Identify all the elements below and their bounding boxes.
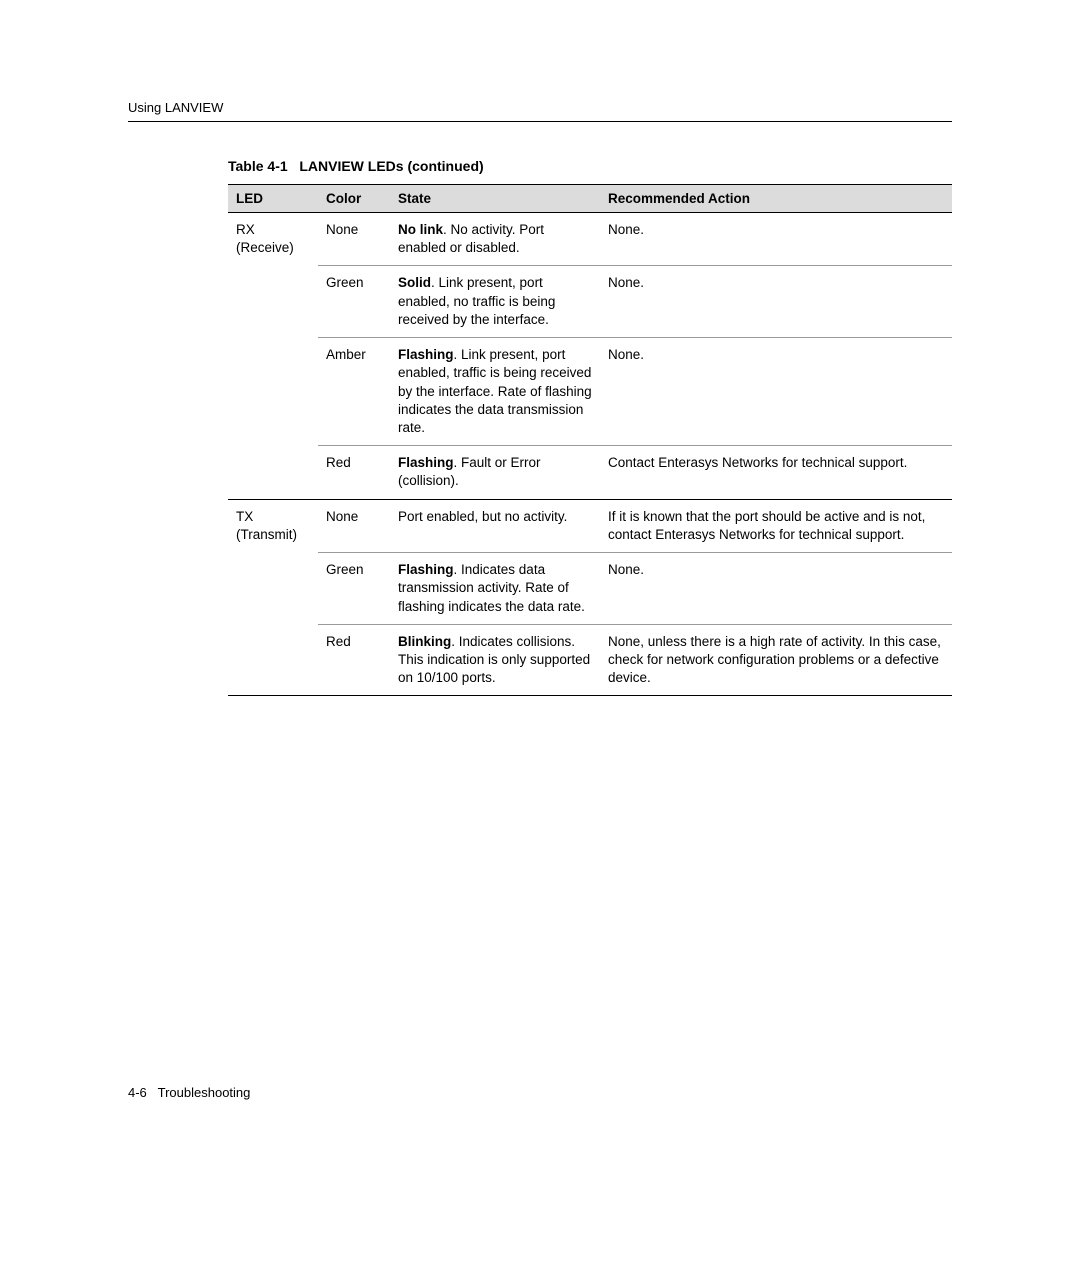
- cell-action: If it is known that the port should be a…: [600, 499, 952, 552]
- cell-led: RX (Receive): [228, 213, 318, 266]
- cell-action: None, unless there is a high rate of act…: [600, 624, 952, 696]
- table-header-row: LED Color State Recommended Action: [228, 185, 952, 213]
- col-header-action: Recommended Action: [600, 185, 952, 213]
- state-bold: No link: [398, 222, 443, 237]
- page-footer: 4-6 Troubleshooting: [128, 1085, 250, 1100]
- cell-state: Port enabled, but no activity.: [390, 499, 600, 552]
- state-bold: Flashing: [398, 562, 454, 577]
- table-row: Green Flashing. Indicates data transmiss…: [228, 553, 952, 625]
- cell-state: Flashing. Fault or Error (collision).: [390, 446, 600, 499]
- cell-state: Flashing. Indicates data transmission ac…: [390, 553, 600, 625]
- cell-action: None.: [600, 338, 952, 446]
- page-number: 4-6: [128, 1085, 147, 1100]
- col-header-color: Color: [318, 185, 390, 213]
- table-row: Amber Flashing. Link present, port enabl…: [228, 338, 952, 446]
- cell-state: No link. No activity. Port enabled or di…: [390, 213, 600, 266]
- col-header-state: State: [390, 185, 600, 213]
- cell-color: Red: [318, 446, 390, 499]
- cell-state: Blinking. Indicates collisions. This ind…: [390, 624, 600, 696]
- cell-color: Red: [318, 624, 390, 696]
- state-rest: Port enabled, but no activity.: [398, 509, 567, 524]
- state-bold: Blinking: [398, 634, 451, 649]
- cell-action: None.: [600, 553, 952, 625]
- table-container: Table 4-1 LANVIEW LEDs (continued) LED C…: [228, 158, 952, 696]
- cell-color: Green: [318, 266, 390, 338]
- table-row: Green Solid. Link present, port enabled,…: [228, 266, 952, 338]
- lanview-led-table: LED Color State Recommended Action RX (R…: [228, 184, 952, 696]
- state-bold: Solid: [398, 275, 431, 290]
- table-row: TX (Transmit) None Port enabled, but no …: [228, 499, 952, 552]
- col-header-led: LED: [228, 185, 318, 213]
- table-row: RX (Receive) None No link. No activity. …: [228, 213, 952, 266]
- cell-led: TX (Transmit): [228, 499, 318, 552]
- cell-state: Solid. Link present, port enabled, no tr…: [390, 266, 600, 338]
- table-caption: Table 4-1 LANVIEW LEDs (continued): [228, 158, 952, 174]
- table-row: Red Blinking. Indicates collisions. This…: [228, 624, 952, 696]
- cell-action: Contact Enterasys Networks for technical…: [600, 446, 952, 499]
- state-bold: Flashing: [398, 347, 454, 362]
- cell-action: None.: [600, 266, 952, 338]
- table-row: Red Flashing. Fault or Error (collision)…: [228, 446, 952, 499]
- cell-action: None.: [600, 213, 952, 266]
- state-bold: Flashing: [398, 455, 454, 470]
- caption-prefix: Table 4-1: [228, 158, 288, 174]
- section-header: Using LANVIEW: [128, 100, 952, 122]
- cell-color: None: [318, 499, 390, 552]
- cell-color: Green: [318, 553, 390, 625]
- cell-color: None: [318, 213, 390, 266]
- chapter-name: Troubleshooting: [158, 1085, 251, 1100]
- cell-color: Amber: [318, 338, 390, 446]
- caption-title: LANVIEW LEDs (continued): [299, 158, 483, 174]
- cell-state: Flashing. Link present, port enabled, tr…: [390, 338, 600, 446]
